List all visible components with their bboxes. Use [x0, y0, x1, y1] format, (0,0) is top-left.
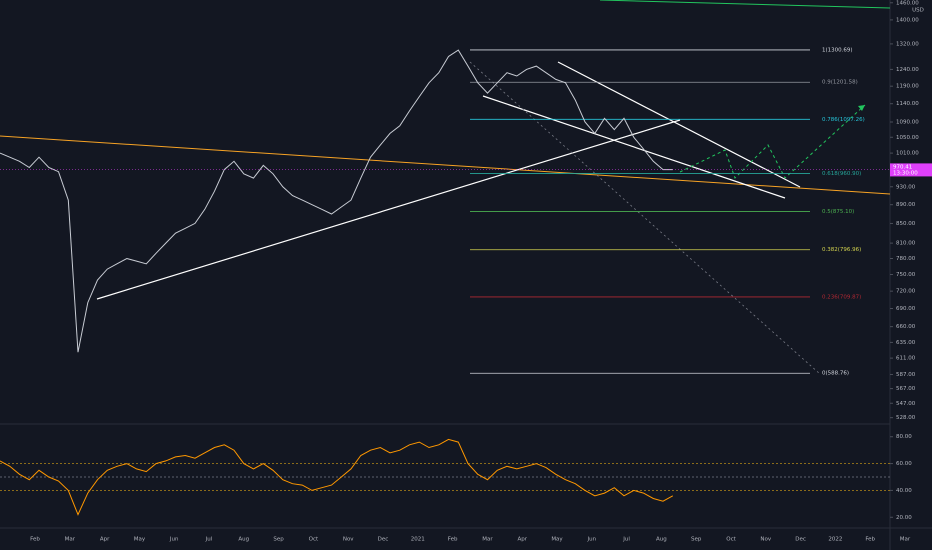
y-tick-label: 547.00	[896, 401, 916, 407]
x-tick-label: May	[134, 537, 146, 543]
y-tick-label: 1090.00	[896, 120, 919, 126]
x-tick-label: Jul	[205, 537, 213, 543]
y-tick-label: 80.00	[896, 434, 912, 440]
wedge-lower	[482, 95, 786, 199]
countdown-label: 13:30:00	[893, 170, 918, 176]
fib-label: 0.9(1201.58)	[822, 80, 858, 86]
x-tick-label: Dec	[378, 537, 389, 543]
fib-label: 0(588.76)	[822, 371, 849, 377]
x-tick-label: Oct	[726, 537, 736, 543]
y-tick-label: 60.00	[896, 461, 912, 467]
y-tick-label: 1400.00	[896, 17, 919, 23]
y-tick-label: 930.00	[896, 184, 916, 190]
y-tick-label: 810.00	[896, 241, 916, 247]
x-tick-label: Mar	[900, 537, 911, 543]
x-tick-label: Feb	[865, 537, 875, 543]
y-tick-label: 660.00	[896, 324, 916, 330]
y-tick-label: 690.00	[896, 306, 916, 312]
rsi-line	[0, 438, 674, 516]
fib-label: 0.786(1097.26)	[822, 117, 865, 123]
green-trendline	[599, 0, 891, 9]
support-trendline	[96, 119, 681, 300]
fib-diagonal	[469, 61, 821, 375]
y-tick-label: 611.00	[896, 356, 916, 362]
projection-arrows	[679, 104, 866, 179]
y-tick-label: 40.00	[896, 488, 912, 494]
y-tick-label: 780.00	[896, 256, 916, 262]
x-tick-label: Oct	[309, 537, 319, 543]
fib-label: 0.618(960.90)	[822, 171, 861, 177]
fib-label: 1(1300.69)	[822, 47, 853, 53]
y-tick-label: 567.00	[896, 386, 916, 392]
y-tick-label: 1240.00	[896, 67, 919, 73]
x-tick-label: May	[551, 537, 563, 543]
x-tick-label: Jun	[169, 537, 179, 543]
x-tick-label: Nov	[343, 537, 354, 543]
x-tick-label: Apr	[517, 537, 527, 543]
y-tick-label: 850.00	[896, 221, 916, 227]
price-line	[0, 49, 673, 353]
y-tick-label: 587.00	[896, 372, 916, 378]
fib-label: 0.5(875.10)	[822, 209, 854, 215]
y-tick-label: 1050.00	[896, 135, 919, 141]
x-tick-label: 2021	[411, 537, 425, 543]
x-tick-label: Nov	[760, 537, 771, 543]
currency-label: USD	[912, 8, 924, 14]
orange-trendline	[0, 135, 891, 195]
price-tag-label: 970.41	[893, 164, 912, 170]
x-tick-label: Feb	[448, 537, 458, 543]
y-tick-label: 1190.00	[896, 84, 919, 90]
x-tick-label: Dec	[795, 537, 806, 543]
x-tick-label: Aug	[238, 537, 249, 543]
x-tick-label: Mar	[482, 537, 493, 543]
y-tick-label: 1010.00	[896, 151, 919, 157]
fib-label: 0.236(709.87)	[822, 294, 861, 300]
price-tag	[890, 163, 932, 177]
x-tick-label: Sep	[691, 537, 702, 543]
y-tick-label: 635.00	[896, 340, 916, 346]
x-tick-label: Mar	[65, 537, 76, 543]
x-tick-label: Apr	[100, 537, 110, 543]
x-tick-label: Aug	[656, 537, 667, 543]
wedge-upper	[557, 61, 801, 188]
y-tick-label: 1460.00	[896, 0, 919, 6]
y-tick-label: 1140.00	[896, 101, 919, 107]
arrow-head	[858, 105, 865, 111]
y-tick-label: 890.00	[896, 202, 916, 208]
y-tick-label: 20.00	[896, 515, 912, 521]
x-tick-label: Feb	[30, 537, 40, 543]
x-tick-label: Jul	[622, 537, 630, 543]
x-tick-label: 2022	[828, 537, 842, 543]
y-tick-label: 720.00	[896, 289, 916, 295]
y-tick-label: 1320.00	[896, 41, 919, 47]
x-tick-label: Jun	[587, 537, 597, 543]
x-tick-label: Sep	[273, 537, 284, 543]
y-tick-label: 528.00	[896, 415, 916, 421]
y-tick-label: 750.00	[896, 272, 916, 278]
fib-label: 0.382(796.96)	[822, 247, 861, 253]
